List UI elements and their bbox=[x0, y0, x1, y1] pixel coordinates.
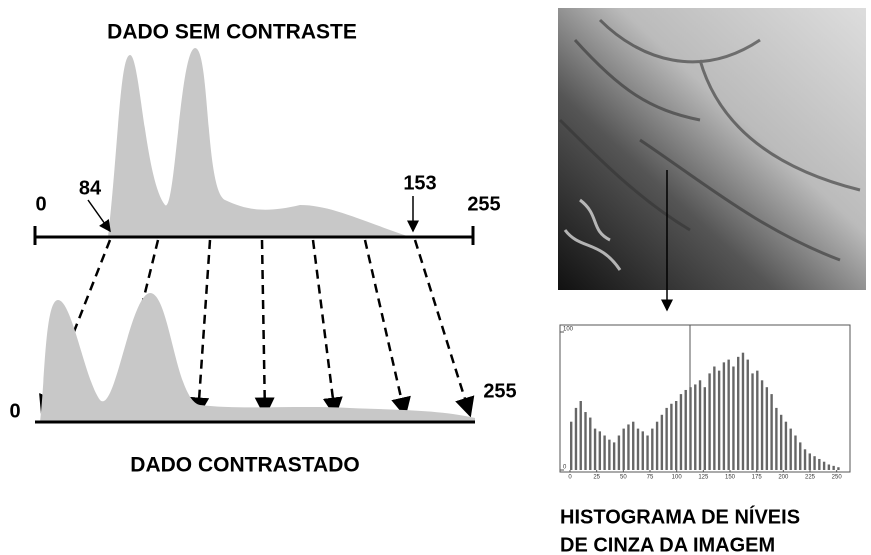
label-255: 255 bbox=[483, 380, 516, 402]
satellite-image bbox=[558, 8, 866, 290]
bar bbox=[780, 415, 782, 470]
bar bbox=[723, 362, 725, 470]
bar bbox=[665, 408, 667, 470]
bar bbox=[813, 456, 815, 470]
bar bbox=[761, 380, 763, 470]
bar bbox=[770, 394, 772, 470]
bar bbox=[599, 431, 601, 470]
bar bbox=[670, 404, 672, 470]
bar bbox=[594, 429, 596, 470]
y-tick-label: 100 bbox=[563, 327, 574, 333]
bar bbox=[732, 367, 734, 471]
bar bbox=[603, 436, 605, 471]
bar bbox=[809, 453, 811, 470]
bar bbox=[570, 422, 572, 470]
x-tick-label: 50 bbox=[620, 475, 627, 481]
label-255: 255 bbox=[467, 193, 500, 215]
bar bbox=[646, 436, 648, 471]
bar bbox=[727, 360, 729, 470]
bar bbox=[699, 380, 701, 470]
bar bbox=[642, 431, 644, 470]
label-84: 84 bbox=[79, 177, 102, 199]
histogram-stretched bbox=[40, 293, 475, 422]
bar bbox=[580, 401, 582, 470]
bar bbox=[766, 387, 768, 470]
bar bbox=[742, 353, 744, 470]
x-tick-label: 0 bbox=[568, 475, 572, 481]
bar bbox=[704, 387, 706, 470]
bar bbox=[818, 459, 820, 470]
x-tick-label: 225 bbox=[805, 475, 816, 481]
bar bbox=[790, 429, 792, 470]
bar bbox=[637, 429, 639, 470]
bar bbox=[584, 412, 586, 470]
bar bbox=[804, 449, 806, 470]
bar bbox=[589, 418, 591, 470]
x-tick-label: 250 bbox=[832, 475, 843, 481]
bar bbox=[828, 464, 830, 470]
bar bbox=[832, 466, 834, 470]
x-tick-label: 125 bbox=[698, 475, 709, 481]
bar bbox=[651, 429, 653, 470]
bar bbox=[794, 436, 796, 471]
bar bbox=[627, 424, 629, 470]
mapping-arrows bbox=[42, 240, 470, 415]
bar bbox=[823, 462, 825, 470]
bar bbox=[747, 360, 749, 470]
diagram: DADO SEM CONTRASTE 0 84 153 255 0 255 DA… bbox=[0, 0, 871, 555]
label-153: 153 bbox=[403, 172, 436, 194]
bar bbox=[632, 422, 634, 470]
bar bbox=[656, 422, 658, 470]
bar bbox=[618, 436, 620, 471]
bar bbox=[718, 371, 720, 470]
x-tick-label: 175 bbox=[752, 475, 763, 481]
label-0: 0 bbox=[35, 193, 46, 215]
bar bbox=[685, 390, 687, 470]
bar bbox=[675, 401, 677, 470]
bottom-title: DADO CONTRASTADO bbox=[130, 454, 359, 477]
bar bbox=[756, 371, 758, 470]
bar bbox=[575, 408, 577, 470]
pointer bbox=[88, 200, 110, 231]
bar bbox=[785, 422, 787, 470]
x-tick-label: 25 bbox=[593, 475, 600, 481]
bar bbox=[661, 415, 663, 470]
histogram-original bbox=[108, 48, 410, 237]
label-0: 0 bbox=[9, 400, 20, 422]
bar bbox=[751, 373, 753, 470]
bar bbox=[708, 373, 710, 470]
top-title: DADO SEM CONTRASTE bbox=[107, 21, 357, 44]
bar bbox=[608, 440, 610, 470]
page: {"top": {"title": "DADO SEM CONTRASTE", … bbox=[0, 0, 871, 555]
bar bbox=[837, 467, 839, 470]
caption-line: DE CINZA DA IMAGEM bbox=[560, 534, 775, 555]
x-tick-label: 100 bbox=[672, 475, 683, 481]
x-tick-label: 75 bbox=[647, 475, 654, 481]
bar bbox=[713, 367, 715, 471]
bar bbox=[694, 384, 696, 470]
x-tick-label: 200 bbox=[778, 475, 789, 481]
bar bbox=[799, 442, 801, 470]
bar bbox=[680, 394, 682, 470]
x-tick-label: 150 bbox=[725, 475, 736, 481]
bar bbox=[689, 387, 691, 470]
caption-line: HISTOGRAMA DE NÍVEIS bbox=[560, 505, 800, 528]
bar bbox=[622, 429, 624, 470]
bar bbox=[613, 442, 615, 470]
bar bbox=[737, 357, 739, 470]
bar bbox=[775, 408, 777, 470]
